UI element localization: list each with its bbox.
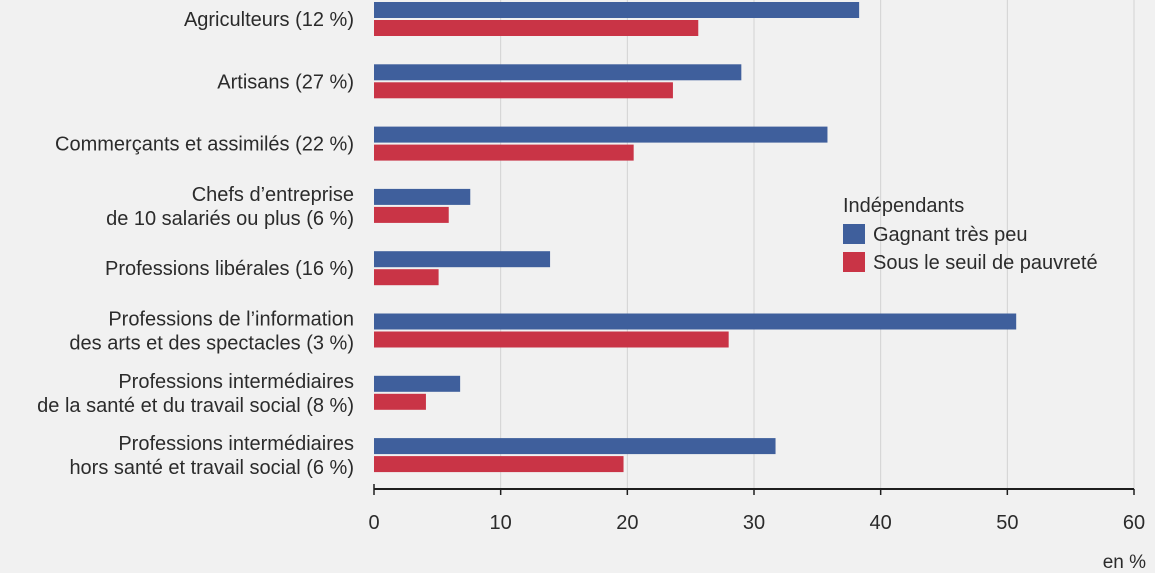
legend-title: Indépendants	[843, 195, 964, 217]
legend-label-1: Sous le seuil de pauvreté	[873, 252, 1098, 274]
bar-gagnant-3	[374, 188, 471, 205]
legend-label-0: Gagnant très peu	[873, 224, 1028, 246]
category-label-6-line1: de la santé et du travail social (8 %)	[37, 395, 354, 417]
category-label-3-line0: Chefs d’entreprise	[192, 184, 354, 206]
x-tick-label-4: 40	[870, 512, 892, 534]
bar-gagnant-0	[374, 2, 860, 18]
category-label-6-line0: Professions intermédiaires	[118, 371, 354, 393]
category-label-7-line0: Professions intermédiaires	[118, 433, 354, 455]
legend-swatch-0	[843, 224, 865, 244]
bar-gagnant-5	[374, 313, 1017, 330]
category-label-1: Artisans (27 %)	[217, 71, 354, 93]
category-label-3-line1: de 10 salariés ou plus (6 %)	[106, 208, 354, 230]
bar-pauvrete-5	[374, 331, 729, 348]
x-tick-label-0: 0	[368, 512, 379, 534]
bar-pauvrete-6	[374, 393, 426, 410]
bar-gagnant-4	[374, 251, 551, 268]
bar-pauvrete-1	[374, 82, 673, 99]
x-tick-label-5: 50	[996, 512, 1018, 534]
unit-label: en %	[1103, 552, 1146, 573]
x-tick-label-1: 10	[490, 512, 512, 534]
bar-gagnant-6	[374, 375, 461, 392]
x-tick-label-2: 20	[616, 512, 638, 534]
bar-gagnant-2	[374, 126, 828, 143]
category-label-5-line0: Professions de l’information	[108, 309, 354, 331]
bar-pauvrete-7	[374, 456, 624, 473]
bar-gagnant-7	[374, 438, 776, 455]
bar-pauvrete-2	[374, 144, 634, 161]
bar-gagnant-1	[374, 64, 742, 81]
category-label-7-line1: hors santé et travail social (6 %)	[69, 457, 354, 479]
legend-swatch-1	[843, 252, 865, 272]
category-label-5-line1: des arts et des spectacles (3 %)	[69, 333, 354, 355]
bar-pauvrete-3	[374, 206, 449, 223]
bar-pauvrete-4	[374, 269, 439, 286]
x-tick-label-6: 60	[1123, 512, 1145, 534]
category-label-0: Agriculteurs (12 %)	[184, 9, 354, 31]
bar-pauvrete-0	[374, 20, 699, 36]
x-tick-label-3: 30	[743, 512, 765, 534]
category-label-4: Professions libérales (16 %)	[105, 258, 354, 280]
category-label-2: Commerçants et assimilés (22 %)	[55, 134, 354, 156]
